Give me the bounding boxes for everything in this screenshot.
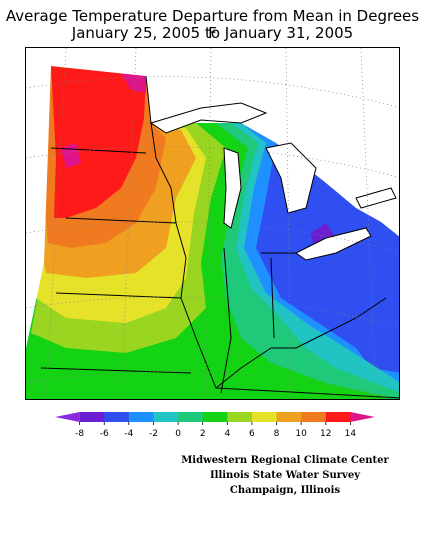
- state-line-iowa-south: [55, 292, 182, 299]
- colorbar-segment: [202, 412, 228, 422]
- colorbar-tick-label: 10: [295, 429, 307, 439]
- region-red: [51, 66, 146, 218]
- state-line-missouri-south: [40, 367, 192, 374]
- credit-line1: Midwestern Regional Climate Center: [181, 455, 389, 466]
- colorbar-tick-label: -2: [149, 429, 158, 439]
- lake-erie: [295, 227, 372, 261]
- colorbar-tick-label: 14: [345, 429, 357, 439]
- outside-left: [26, 66, 51, 348]
- region-magenta-north: [121, 73, 146, 93]
- ohio-river: [215, 297, 387, 389]
- state-line-ky-tn: [215, 387, 399, 399]
- colorbar-tick-label: -8: [75, 429, 84, 439]
- colorbar-segment: [276, 412, 302, 422]
- lake-superior: [149, 102, 268, 134]
- colorbar-tick-label: 12: [320, 429, 331, 439]
- colorbar-segment: [227, 412, 253, 422]
- colorbar-segment: [251, 412, 278, 422]
- colorbar-segment: [350, 412, 375, 422]
- colorbar-tick-label: 6: [249, 429, 255, 439]
- colorbar-segment: [178, 412, 204, 422]
- colorbar-tick-label: -6: [100, 429, 109, 439]
- colorbar-tick-label: 8: [274, 429, 280, 439]
- colorbar-segment: [104, 412, 130, 422]
- state-line-dakotas: [50, 147, 147, 154]
- colorbar-segment: [128, 412, 154, 422]
- lake-michigan: [223, 147, 242, 229]
- credit-line2: Illinois State Water Survey: [209, 470, 361, 481]
- state-line-iowa-north: [65, 217, 177, 224]
- colorbar-tick-label: 0: [175, 429, 181, 439]
- state-line-il-in: [220, 247, 232, 394]
- state-line-mn-wi: [145, 75, 177, 224]
- colorbar-segment: [325, 412, 351, 422]
- colorbar-ticks: -8 -6 -4 -2 0 2 4 6 8 10 12 14: [75, 422, 356, 439]
- map-canvas: [26, 48, 399, 399]
- great-lakes: [149, 102, 397, 261]
- colorbar-segment: [301, 412, 327, 422]
- graticule: [26, 48, 399, 399]
- state-line-illinois: [175, 222, 217, 389]
- colorbar-tick-label: 4: [224, 429, 230, 439]
- colorbar-legend: -8 -6 -4 -2 0 2 4 6 8 10 12 14: [55, 412, 375, 439]
- map-title-line1: Average Temperature Departure from Mean …: [5, 7, 420, 42]
- temperature-departure-map: [25, 47, 400, 400]
- colorbar-tick-label: 2: [200, 429, 206, 439]
- colorbar-segment: [55, 412, 80, 422]
- lake-huron: [265, 142, 317, 214]
- outside-top: [26, 48, 399, 232]
- colorbar-segments: [55, 412, 375, 422]
- state-line-in-oh: [270, 257, 275, 339]
- colorbar-segment: [79, 412, 105, 422]
- colorbar-tick-label: -4: [124, 429, 133, 439]
- outside-domain: [26, 48, 399, 348]
- boundaries: [40, 75, 399, 399]
- map-title-line2: January 25, 2005 to January 31, 2005: [71, 24, 354, 42]
- lake-ontario: [355, 187, 397, 209]
- credit-line3: Champaign, Illinois: [229, 485, 341, 496]
- colorbar-segment: [153, 412, 179, 422]
